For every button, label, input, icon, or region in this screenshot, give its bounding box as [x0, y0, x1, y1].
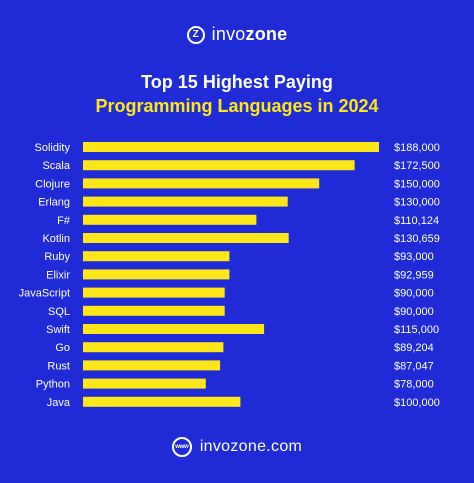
bar-javascript: [83, 287, 225, 298]
category-label-rust: Rust: [47, 360, 70, 372]
bar-solidity: [83, 142, 379, 152]
category-label-scala: Scala: [42, 160, 70, 172]
value-label-java: $100,000: [394, 397, 440, 409]
bar-scala: [83, 160, 355, 171]
category-label-go: Go: [55, 342, 70, 354]
bar-java: [83, 396, 241, 407]
value-label-kotlin: $130,659: [394, 233, 440, 245]
category-label-kotlin: Kotlin: [42, 233, 70, 245]
bar-go: [83, 342, 224, 353]
chart-title: Top 15 Highest Paying: [141, 72, 333, 92]
bar-sql: [83, 305, 225, 316]
bar-elixir: [83, 269, 230, 280]
chart-subtitle: Programming Languages in 2024: [95, 96, 379, 116]
bar-chart: Solidity $188,000 Scala $172,500 Clojure $150…: [19, 142, 440, 409]
value-label-python: $78,000: [394, 379, 434, 391]
category-label-ruby: Ruby: [44, 251, 70, 263]
brand-name-prefix: invo: [211, 24, 246, 44]
value-label-clojure: $150,000: [394, 178, 440, 190]
website-link[interactable]: invozone.com: [199, 438, 303, 455]
category-label-python: Python: [36, 379, 70, 391]
brand-name-suffix: zone: [245, 24, 288, 44]
category-label-solidity: Solidity: [35, 142, 71, 154]
value-label-ruby: $93,000: [394, 251, 434, 263]
bar-ruby: [83, 251, 230, 262]
bar-kotlin: [83, 233, 289, 243]
bar-clojure: [83, 178, 320, 189]
bar-f: [83, 214, 257, 225]
bar-python: [83, 378, 206, 389]
category-label-erlang: Erlang: [38, 197, 70, 209]
bar-swift: [83, 324, 265, 334]
brand-name: invozone: [212, 24, 288, 45]
category-label-f: F#: [57, 215, 71, 227]
bar-rust: [83, 360, 221, 371]
brand-header: Z invozone: [0, 24, 474, 45]
value-label-go: $89,204: [394, 342, 434, 354]
category-label-java: Java: [47, 397, 71, 409]
value-label-sql: $90,000: [394, 306, 434, 318]
category-label-swift: Swift: [46, 324, 70, 336]
category-label-javascript: JavaScript: [19, 288, 70, 300]
bar-erlang: [83, 196, 288, 207]
value-label-f: $110,124: [394, 215, 439, 227]
footer: www invozone.com: [0, 437, 474, 457]
value-label-erlang: $130,000: [394, 197, 440, 209]
value-label-solidity: $188,000: [394, 142, 440, 154]
value-label-scala: $172,500: [394, 160, 440, 172]
value-label-elixir: $92,959: [394, 269, 434, 281]
invozone-logo-icon: Z: [186, 25, 205, 44]
value-label-swift: $115,000: [394, 324, 439, 336]
value-label-rust: $87,047: [394, 360, 434, 372]
globe-www-icon: www: [171, 437, 192, 457]
category-label-clojure: Clojure: [35, 178, 70, 190]
category-label-elixir: Elixir: [46, 269, 70, 281]
value-label-javascript: $90,000: [394, 288, 434, 300]
category-label-sql: SQL: [48, 306, 70, 318]
